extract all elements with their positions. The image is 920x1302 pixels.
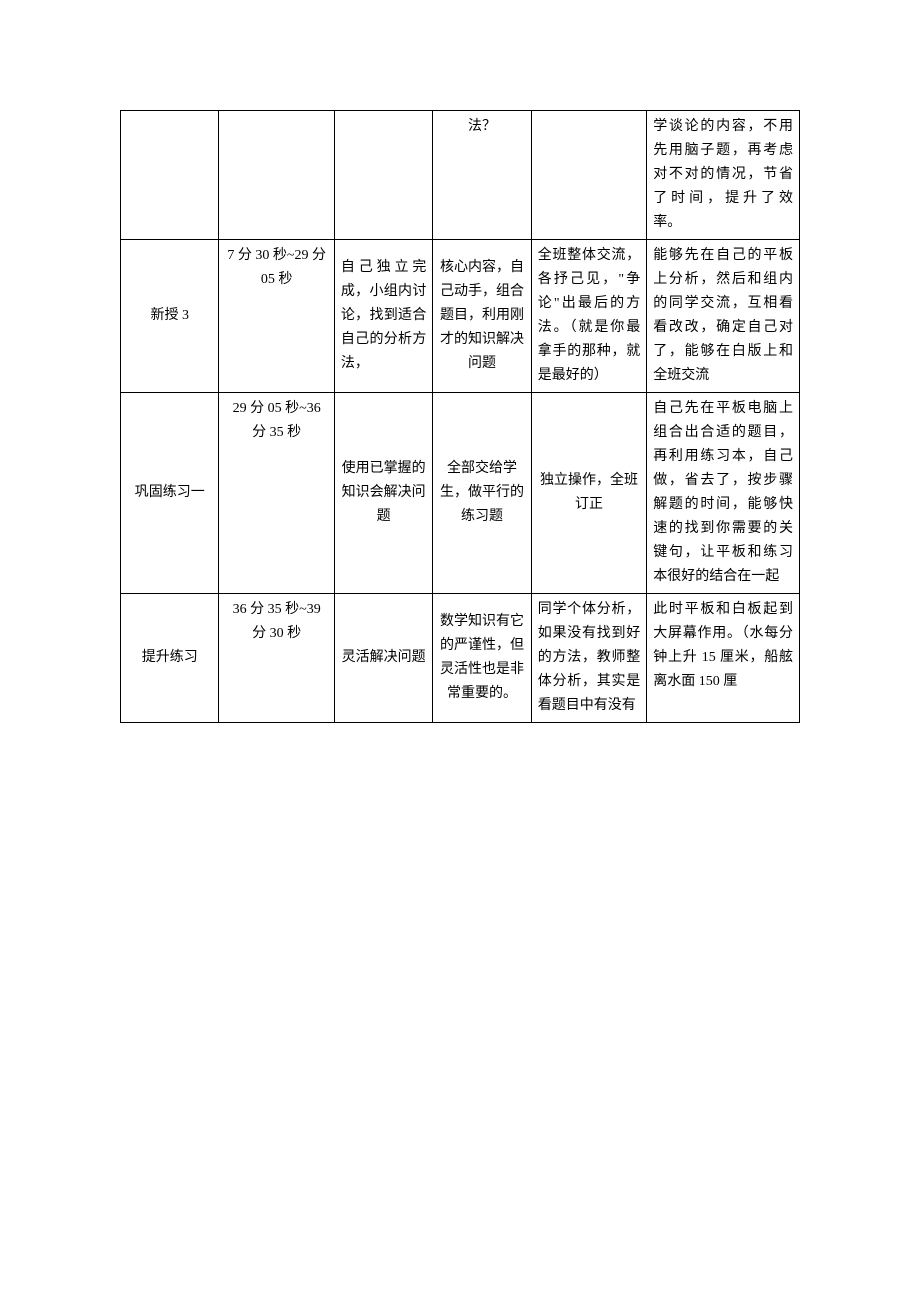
- table-cell: 灵活解决问题: [334, 594, 432, 723]
- table-cell: [334, 111, 432, 240]
- table-cell: 全班整体交流，各抒己见，"争论"出最后的方法。（就是你最拿手的那种，就是最好的）: [531, 240, 646, 393]
- table-cell: 独立操作，全班订正: [531, 393, 646, 594]
- table-cell: 自己先在平板电脑上组合出合适的题目，再利用练习本，自己做，省去了，按步骤解题的时…: [647, 393, 800, 594]
- table-cell: 36 分 35 秒~39 分 30 秒: [219, 594, 334, 723]
- table-cell: 核心内容，自己动手，组合题目，利用刚才的知识解决问题: [433, 240, 531, 393]
- table-row: 巩固练习一29 分 05 秒~36 分 35 秒使用已掌握的知识会解决问题全部交…: [121, 393, 800, 594]
- table-body: 法？学谈论的内容，不用先用脑子题，再考虑对不对的情况，节省了时间，提升了效率。新…: [121, 111, 800, 723]
- table-row: 新授 37 分 30 秒~29 分 05 秒自己独立完成，小组内讨论，找到适合自…: [121, 240, 800, 393]
- table-cell: 数学知识有它的严谨性，但灵活性也是非常重要的。: [433, 594, 531, 723]
- table-cell: 7 分 30 秒~29 分 05 秒: [219, 240, 334, 393]
- table-cell: 学谈论的内容，不用先用脑子题，再考虑对不对的情况，节省了时间，提升了效率。: [647, 111, 800, 240]
- table-cell: 巩固练习一: [121, 393, 219, 594]
- lesson-table: 法？学谈论的内容，不用先用脑子题，再考虑对不对的情况，节省了时间，提升了效率。新…: [120, 110, 800, 723]
- table-cell: 同学个体分析，如果没有找到好的方法，教师整体分析，其实是看题目中有没有: [531, 594, 646, 723]
- table-cell: 能够先在自己的平板上分析，然后和组内的同学交流，互相看看改改，确定自己对了，能够…: [647, 240, 800, 393]
- table-cell: 使用已掌握的知识会解决问题: [334, 393, 432, 594]
- table-cell: [121, 111, 219, 240]
- table-cell: 法？: [433, 111, 531, 240]
- table-cell: [219, 111, 334, 240]
- table-cell: 全部交给学生，做平行的练习题: [433, 393, 531, 594]
- table-cell: 29 分 05 秒~36 分 35 秒: [219, 393, 334, 594]
- table-cell: 提升练习: [121, 594, 219, 723]
- document-page: 法？学谈论的内容，不用先用脑子题，再考虑对不对的情况，节省了时间，提升了效率。新…: [0, 0, 920, 773]
- table-cell: 自己独立完成，小组内讨论，找到适合自己的分析方法，: [334, 240, 432, 393]
- table-cell: [531, 111, 646, 240]
- table-row: 法？ 学谈论的内容，不用先用脑子题，再考虑对不对的情况，节省了时间，提升了效率。: [121, 111, 800, 240]
- table-cell: 此时平板和白板起到大屏幕作用。（水每分钟上升 15 厘米，船舷离水面 150 厘: [647, 594, 800, 723]
- table-row: 提升练习36 分 35 秒~39 分 30 秒灵活解决问题数学知识有它的严谨性，…: [121, 594, 800, 723]
- table-cell: 新授 3: [121, 240, 219, 393]
